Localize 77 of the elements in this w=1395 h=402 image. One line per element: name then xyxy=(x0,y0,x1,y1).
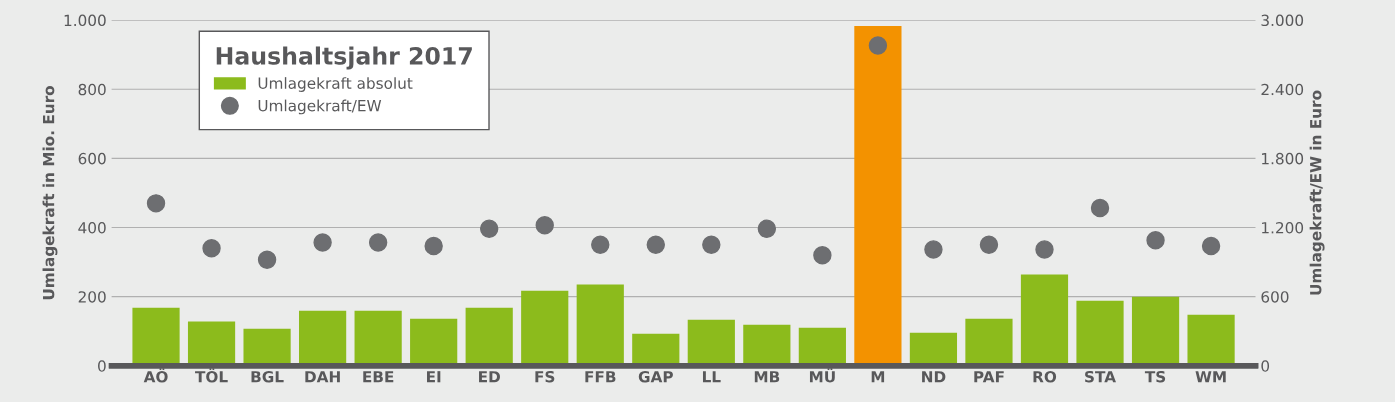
x-tick-label: ND xyxy=(922,371,946,383)
bar xyxy=(410,318,458,366)
point xyxy=(924,240,943,259)
point xyxy=(591,235,610,255)
bar xyxy=(132,307,180,366)
x-tick-label: TÖL xyxy=(195,368,228,383)
x-tick-label: PAF xyxy=(974,371,1004,383)
point xyxy=(202,239,221,258)
y-tick-label: 200 xyxy=(78,291,106,303)
bar xyxy=(1076,300,1124,366)
bar xyxy=(1187,314,1235,366)
point xyxy=(868,36,888,55)
bar xyxy=(687,319,735,366)
point xyxy=(535,216,554,235)
y2-tick-label: 0 xyxy=(1261,360,1270,372)
x-tick-label: TS xyxy=(1144,370,1166,383)
point xyxy=(1035,240,1054,259)
legend-title: Haushaltsjahr 2017 xyxy=(216,46,472,70)
point xyxy=(146,194,166,213)
point xyxy=(702,235,721,255)
y-axis-title: Umlagekraft in Mio. Euro xyxy=(42,85,58,300)
point xyxy=(424,236,443,256)
point xyxy=(1201,236,1221,256)
point xyxy=(479,219,499,238)
bar xyxy=(354,310,402,366)
bar xyxy=(1020,274,1069,366)
bar xyxy=(909,332,958,366)
y2-tick-label: 1.800 xyxy=(1262,152,1304,165)
bar xyxy=(187,321,236,366)
bar xyxy=(632,333,680,366)
y-tick-label: 400 xyxy=(78,222,106,234)
x-tick-label: WM xyxy=(1195,371,1226,383)
y-tick-label: 600 xyxy=(78,152,106,165)
x-tick-label: FS xyxy=(535,370,555,383)
x-tick-label: EBE xyxy=(363,371,394,383)
point xyxy=(757,219,777,238)
legend-label: Umlagekraft/EW xyxy=(258,99,382,115)
bar xyxy=(743,324,791,366)
x-tick-label: EI xyxy=(427,371,441,383)
x-tick-label: RO xyxy=(1033,370,1057,383)
y-tick-label: 1.000 xyxy=(64,14,106,27)
bar xyxy=(243,328,291,366)
bar xyxy=(521,290,569,366)
x-tick-label: LL xyxy=(702,371,721,383)
x-tick-label: M xyxy=(871,371,885,383)
bar xyxy=(798,327,846,366)
bar xyxy=(1131,296,1180,366)
bar xyxy=(465,307,513,366)
y2-tick-label: 3.000 xyxy=(1261,14,1304,27)
point xyxy=(1146,231,1165,250)
point xyxy=(257,250,277,269)
y-tick-label: 0 xyxy=(98,360,106,372)
y2-tick-label: 600 xyxy=(1261,291,1289,303)
x-tick-label: AÖ xyxy=(143,368,168,383)
point xyxy=(979,235,999,255)
x-tick-label: BGL xyxy=(251,370,284,383)
point xyxy=(368,233,388,252)
bar xyxy=(854,25,902,366)
y-tick-label: 800 xyxy=(78,83,106,96)
y2-tick-label: 2.400 xyxy=(1261,83,1304,96)
x-tick-label: MB xyxy=(754,371,780,383)
x-tick-label: ED xyxy=(479,371,500,383)
bar xyxy=(965,318,1013,366)
y2-axis-title: Umlagekraft/EW in Euro xyxy=(1309,90,1325,295)
legend-label: Umlagekraft absolut xyxy=(258,77,413,92)
y2-tick-label: 1.200 xyxy=(1262,222,1304,234)
x-tick-label: FFB xyxy=(585,371,616,383)
point xyxy=(813,245,832,265)
x-tick-label: DAH xyxy=(305,371,340,383)
point xyxy=(1090,198,1110,218)
bar xyxy=(299,310,347,366)
x-tick-label: STA xyxy=(1085,370,1116,383)
point xyxy=(313,233,332,252)
x-tick-label: GAP xyxy=(638,370,673,383)
bar xyxy=(576,284,624,366)
x-tick-label: MÜ xyxy=(809,368,835,383)
point xyxy=(646,235,665,255)
